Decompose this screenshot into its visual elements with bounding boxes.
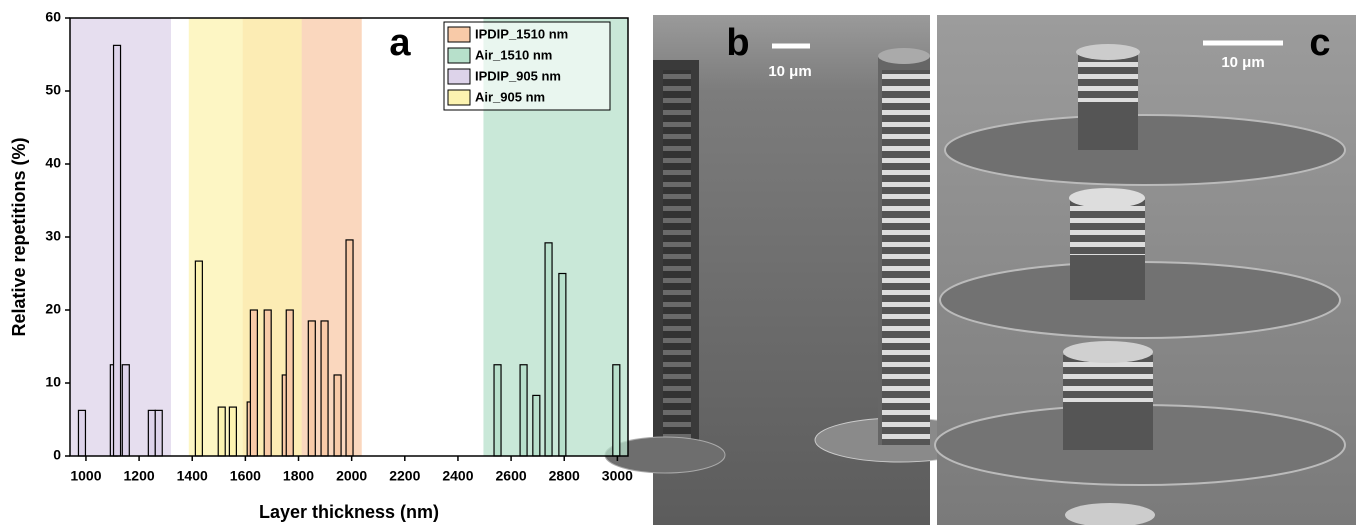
bar xyxy=(307,320,316,457)
bar xyxy=(285,309,294,457)
bar xyxy=(249,309,258,457)
bar xyxy=(263,309,272,457)
y-tick-label: 0 xyxy=(53,447,61,463)
sem-image-b xyxy=(604,15,986,525)
legend-label: Air_905 nm xyxy=(475,89,545,104)
bar xyxy=(112,44,122,457)
y-tick-label: 10 xyxy=(45,374,61,390)
x-tick-label: 1000 xyxy=(70,468,101,484)
x-tick-label: 1600 xyxy=(230,468,261,484)
x-tick-label: 2600 xyxy=(496,468,527,484)
x-tick-label: 2400 xyxy=(442,468,473,484)
legend-swatch xyxy=(447,89,471,106)
bar xyxy=(333,374,342,457)
legend-label: Air_1510 nm xyxy=(475,47,552,62)
legend-label: IPDIP_1510 nm xyxy=(475,26,568,41)
scale-label: 10 μm xyxy=(1221,54,1264,71)
y-tick-label: 60 xyxy=(45,9,61,25)
panel-label: b xyxy=(726,22,749,64)
y-tick-label: 40 xyxy=(45,155,61,171)
x-axis-title: Layer thickness (nm) xyxy=(259,502,439,522)
x-tick-label: 1800 xyxy=(283,468,314,484)
bar xyxy=(519,364,528,457)
y-tick-label: 50 xyxy=(45,82,61,98)
panel-label: c xyxy=(1309,22,1330,64)
bar xyxy=(121,364,130,457)
bar xyxy=(228,406,237,457)
x-tick-label: 1200 xyxy=(124,468,155,484)
bar xyxy=(154,409,163,457)
y-axis-title: Relative repetitions (%) xyxy=(9,137,29,336)
bar xyxy=(558,272,567,457)
bar xyxy=(217,406,226,457)
legend-swatch xyxy=(447,68,471,85)
scale-label: 10 μm xyxy=(768,63,811,80)
bar xyxy=(493,364,502,457)
bar xyxy=(194,260,203,457)
y-tick-label: 20 xyxy=(45,301,61,317)
bar xyxy=(612,364,621,457)
sem-image-c xyxy=(934,15,1356,527)
y-tick-label: 30 xyxy=(45,228,61,244)
x-tick-label: 2200 xyxy=(389,468,420,484)
bar xyxy=(544,242,553,457)
legend-box xyxy=(443,21,611,111)
legend-swatch xyxy=(447,26,471,43)
panel-label: a xyxy=(389,22,411,64)
bar xyxy=(532,394,541,457)
x-tick-label: 2000 xyxy=(336,468,367,484)
legend-swatch xyxy=(447,47,471,64)
x-tick-label: 2800 xyxy=(549,468,580,484)
bar xyxy=(147,409,156,457)
bar xyxy=(345,239,354,457)
legend-label: IPDIP_905 nm xyxy=(475,68,561,83)
x-tick-label: 3000 xyxy=(602,468,633,484)
bar xyxy=(77,409,87,457)
bar xyxy=(320,320,329,457)
x-tick-label: 1400 xyxy=(177,468,208,484)
